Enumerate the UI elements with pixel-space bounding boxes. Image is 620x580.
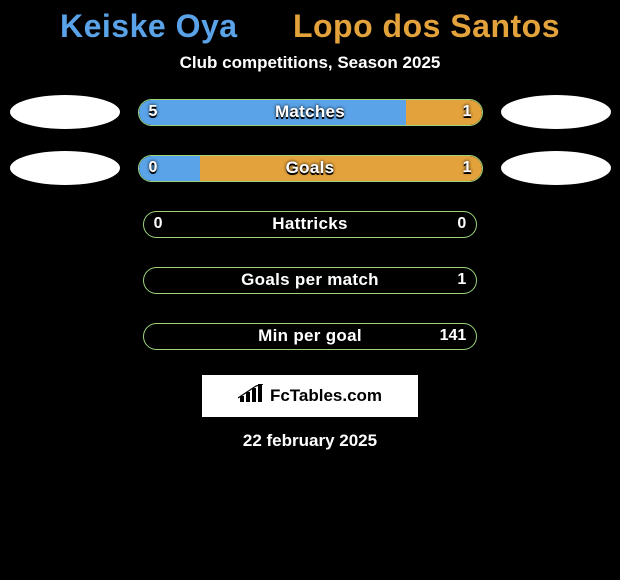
stat-value-left: 0 — [139, 156, 168, 181]
stat-row: Min per goal141 — [0, 319, 620, 353]
stat-row: Hattricks0 0 — [0, 207, 620, 241]
title-left: Keiske Oya — [60, 8, 238, 44]
stat-row: Goals0 1 — [0, 151, 620, 185]
stat-label: Goals — [139, 156, 482, 181]
stat-label: Matches — [139, 100, 482, 125]
right-oval — [501, 95, 611, 129]
stat-value-right: 1 — [453, 156, 482, 181]
title-right: Lopo dos Santos — [293, 8, 560, 44]
brand-text: FcTables.com — [270, 386, 382, 406]
stat-value-right: 1 — [453, 100, 482, 125]
stat-bar: Hattricks0 0 — [143, 211, 478, 238]
date-label: 22 february 2025 — [0, 431, 620, 451]
title-vs: vs — [238, 8, 293, 44]
stat-row: Goals per match1 — [0, 263, 620, 297]
left-oval — [10, 95, 120, 129]
brand-box: FcTables.com — [202, 375, 418, 417]
stat-value-left: 5 — [139, 100, 168, 125]
stat-bar: Goals0 1 — [138, 155, 483, 182]
subtitle: Club competitions, Season 2025 — [0, 53, 620, 73]
stat-value-right: 141 — [430, 324, 477, 349]
stat-value-right: 0 — [447, 212, 476, 237]
stat-label: Goals per match — [144, 268, 477, 293]
stat-bar: Min per goal141 — [143, 323, 478, 350]
stat-bar: Matches5 1 — [138, 99, 483, 126]
stat-label: Hattricks — [144, 212, 477, 237]
stat-label: Min per goal — [144, 324, 477, 349]
right-oval — [501, 151, 611, 185]
stat-row: Matches5 1 — [0, 95, 620, 129]
left-oval — [10, 151, 120, 185]
stat-value-left: 0 — [144, 212, 173, 237]
stat-bar: Goals per match1 — [143, 267, 478, 294]
stat-value-right: 1 — [447, 268, 476, 293]
chart-icon — [238, 384, 264, 409]
page-title: Keiske Oya vs Lopo dos Santos — [0, 0, 620, 47]
